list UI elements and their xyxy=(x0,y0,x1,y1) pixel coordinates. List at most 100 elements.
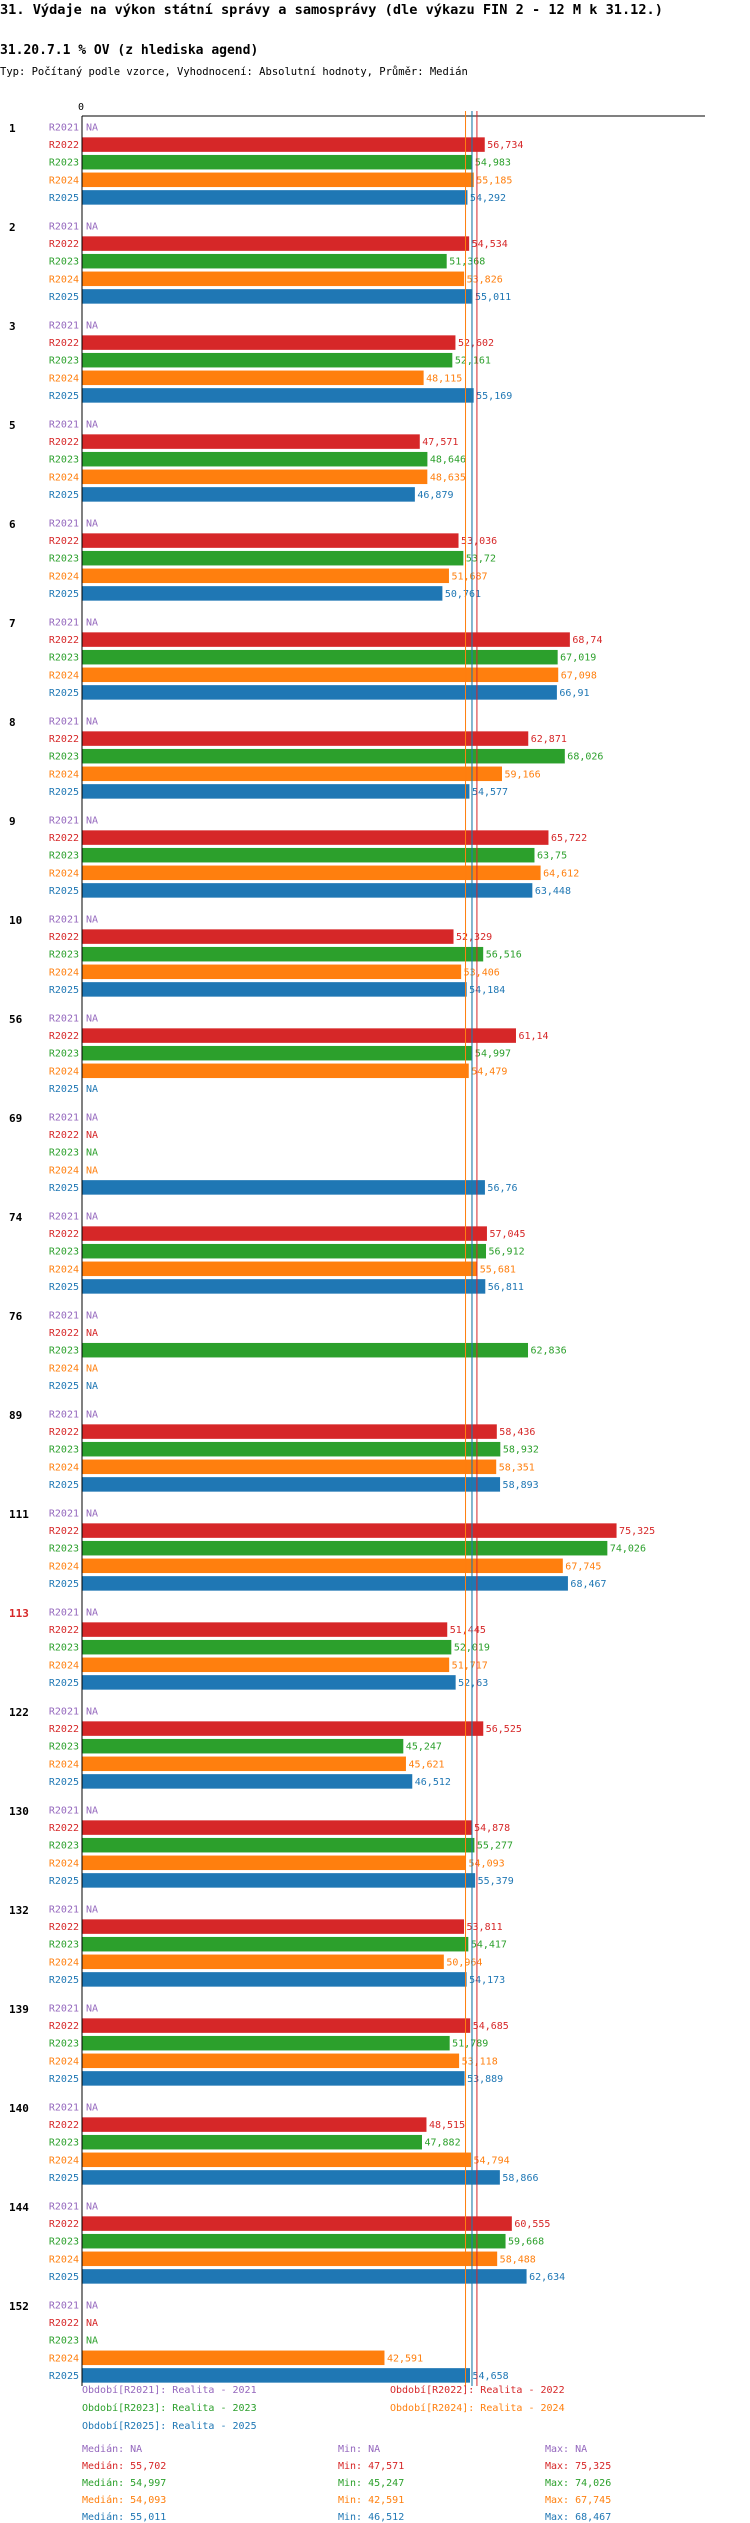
bar-9-r2022 xyxy=(82,830,549,845)
bar-6-r2024 xyxy=(82,568,449,584)
series-label-r2025: R2025 xyxy=(49,589,79,600)
series-label-r2022: R2022 xyxy=(49,437,79,448)
category-label-69: 69 xyxy=(9,1112,22,1125)
bar-132-r2023 xyxy=(82,1936,469,1952)
value-label-140-r2023: 47,882 xyxy=(424,2138,460,2149)
series-label-r2023: R2023 xyxy=(49,2237,79,2248)
bar-6-r2023 xyxy=(82,550,464,566)
stat-min-r2022: Min: 47,571 xyxy=(338,2461,405,2472)
bar-139-r2025 xyxy=(82,2071,465,2086)
value-label-139-r2022: 54,685 xyxy=(473,2021,509,2032)
bar-7-r2024 xyxy=(82,667,559,683)
value-label-144-r2023: 59,668 xyxy=(508,2237,544,2248)
value-label-139-r2025: 53,889 xyxy=(467,2074,503,2085)
series-label-r2022: R2022 xyxy=(49,734,79,745)
bar-113-r2023 xyxy=(82,1639,452,1655)
series-label-r2022: R2022 xyxy=(49,2120,79,2131)
series-label-r2024: R2024 xyxy=(49,1165,79,1176)
bar-10-r2023 xyxy=(82,946,484,962)
value-label-3-r2025: 55,169 xyxy=(476,391,512,402)
value-label-6-r2022: 53,036 xyxy=(461,536,497,547)
series-label-r2021: R2021 xyxy=(49,816,79,827)
category-label-130: 130 xyxy=(9,1805,29,1818)
series-label-r2024: R2024 xyxy=(49,769,79,780)
category-label-5: 5 xyxy=(9,419,16,432)
series-label-r2021: R2021 xyxy=(49,2103,79,2114)
series-label-r2021: R2021 xyxy=(49,1509,79,1520)
series-label-r2021: R2021 xyxy=(49,1806,79,1817)
na-label: NA xyxy=(86,222,98,233)
bar-1-r2025 xyxy=(82,190,468,205)
bar-6-r2022 xyxy=(82,533,459,548)
value-label-1-r2022: 56,734 xyxy=(487,140,523,151)
value-label-132-r2024: 50,964 xyxy=(446,1957,482,1968)
bar-10-r2022 xyxy=(82,929,454,944)
series-label-r2024: R2024 xyxy=(49,472,79,483)
chart-subtitle: 31.20.7.1 % OV (z hlediska agend) xyxy=(0,43,259,58)
value-label-7-r2025: 66,91 xyxy=(559,688,589,699)
value-label-9-r2023: 63,75 xyxy=(537,851,567,862)
series-label-r2024: R2024 xyxy=(49,2056,79,2067)
bar-140-r2025 xyxy=(82,2170,500,2185)
bar-8-r2025 xyxy=(82,784,470,799)
value-label-10-r2024: 53,406 xyxy=(464,967,500,978)
bar-2-r2024 xyxy=(82,271,465,287)
value-label-6-r2023: 53,72 xyxy=(466,554,496,565)
value-label-144-r2022: 60,555 xyxy=(514,2219,550,2230)
series-label-r2021: R2021 xyxy=(49,420,79,431)
series-label-r2023: R2023 xyxy=(49,1346,79,1357)
value-label-8-r2022: 62,871 xyxy=(531,734,567,745)
na-label: NA xyxy=(86,1130,98,1141)
value-label-7-r2023: 67,019 xyxy=(560,653,596,664)
na-label: NA xyxy=(86,1363,98,1374)
series-label-r2023: R2023 xyxy=(49,2039,79,2050)
series-label-r2024: R2024 xyxy=(49,571,79,582)
bar-113-r2025 xyxy=(82,1675,456,1690)
stat-max-r2022: Max: 75,325 xyxy=(545,2461,612,2472)
stat-median-r2022: Medián: 55,702 xyxy=(82,2461,167,2472)
series-label-r2021: R2021 xyxy=(49,915,79,926)
value-label-139-r2024: 53,118 xyxy=(462,2056,498,2067)
series-label-r2023: R2023 xyxy=(49,554,79,565)
series-label-r2024: R2024 xyxy=(49,670,79,681)
bar-9-r2023 xyxy=(82,847,535,863)
na-label: NA xyxy=(86,1311,98,1322)
bar-69-r2025 xyxy=(82,1180,485,1195)
series-label-r2021: R2021 xyxy=(49,2004,79,2015)
value-label-74-r2025: 56,811 xyxy=(488,1282,524,1293)
bar-3-r2022 xyxy=(82,335,456,350)
value-label-139-r2023: 51,789 xyxy=(452,2039,488,2050)
na-label: NA xyxy=(86,1806,98,1817)
series-label-r2022: R2022 xyxy=(49,2318,79,2329)
legend-period-r2023: Období[R2023]: Realita - 2023 xyxy=(82,2403,257,2414)
bar-140-r2022 xyxy=(82,2117,427,2132)
series-label-r2023: R2023 xyxy=(49,356,79,367)
value-label-144-r2025: 62,634 xyxy=(529,2272,565,2283)
na-label: NA xyxy=(86,2103,98,2114)
bar-74-r2025 xyxy=(82,1279,486,1294)
value-label-5-r2025: 46,879 xyxy=(417,490,453,501)
value-label-111-r2023: 74,026 xyxy=(610,1544,646,1555)
value-label-76-r2023: 62,836 xyxy=(531,1346,567,1357)
series-label-r2022: R2022 xyxy=(49,1625,79,1636)
bar-chart: 0 1 R2021 NA R2022 56,734 R2023 54,983 R2024 55,1… xyxy=(9,102,705,2386)
category-label-9: 9 xyxy=(9,815,16,828)
na-label: NA xyxy=(86,1509,98,1520)
series-label-r2025: R2025 xyxy=(49,391,79,402)
na-label: NA xyxy=(86,1148,98,1159)
series-label-r2024: R2024 xyxy=(49,1660,79,1671)
bar-111-r2022 xyxy=(82,1523,617,1538)
value-label-132-r2022: 53,811 xyxy=(467,1922,503,1933)
value-label-2-r2022: 54,534 xyxy=(472,239,508,250)
value-label-5-r2023: 48,646 xyxy=(430,455,466,466)
na-label: NA xyxy=(86,321,98,332)
bar-122-r2022 xyxy=(82,1721,484,1736)
bar-144-r2024 xyxy=(82,2251,498,2267)
value-label-140-r2022: 48,515 xyxy=(429,2120,465,2131)
bar-111-r2023 xyxy=(82,1540,608,1556)
value-label-130-r2024: 54,093 xyxy=(469,1858,505,1869)
series-label-r2023: R2023 xyxy=(49,2138,79,2149)
value-label-3-r2024: 48,115 xyxy=(426,373,462,384)
series-label-r2024: R2024 xyxy=(49,967,79,978)
bar-56-r2022 xyxy=(82,1028,516,1043)
